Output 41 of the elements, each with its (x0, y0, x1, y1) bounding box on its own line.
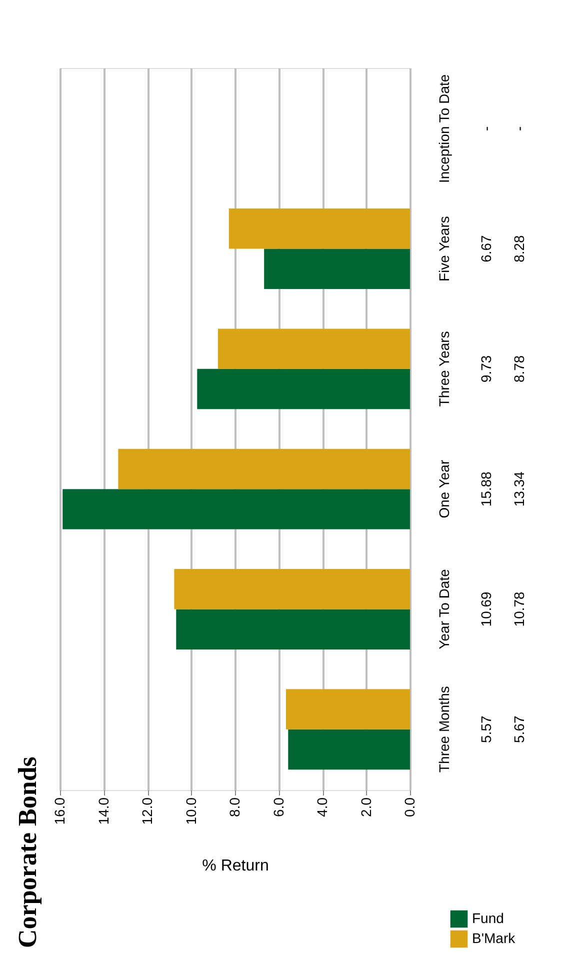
bar (218, 328, 410, 369)
x-tick-label: 2.0 (358, 797, 374, 817)
x-tick-label: 10.0 (182, 797, 199, 825)
data-label: 13.34 (511, 471, 527, 507)
data-label: 8.78 (511, 355, 527, 383)
x-tick-label: 16.0 (52, 797, 68, 825)
bar (264, 248, 410, 290)
x-tick-label: 8.0 (226, 797, 242, 817)
y-tick-label: Three Years (436, 331, 452, 407)
bar (118, 448, 410, 490)
text: Corporate Bonds (13, 756, 42, 948)
legend-label: B'Mark (472, 930, 516, 946)
bar (176, 609, 410, 650)
x-tick-label: 12.0 (139, 797, 155, 825)
text: - (511, 126, 527, 132)
data-label: 6.67 (478, 234, 494, 262)
legend-label: Fund (472, 910, 504, 926)
y-tick-label: Year To Date (436, 568, 452, 650)
bar (174, 568, 410, 610)
x-tick-label: 4.0 (314, 797, 330, 817)
data-label: 10.69 (478, 591, 494, 627)
data-label: 9.73 (478, 355, 494, 383)
data-label: 8.28 (511, 234, 527, 262)
x-tick-label: 6.0 (270, 797, 286, 817)
bar (197, 368, 410, 410)
bar (228, 208, 410, 249)
x-tick-label: 0.0 (402, 797, 418, 817)
data-label: 15.88 (478, 471, 494, 507)
text: - (478, 126, 494, 132)
y-tick-label: Five Years (436, 216, 452, 282)
x-axis-title: % Return (202, 858, 269, 874)
y-tick-label: Inception To Date (436, 74, 452, 184)
data-label: 5.57 (478, 715, 494, 743)
y-tick-label: Three Months (436, 686, 452, 773)
bar (62, 489, 410, 530)
data-label: 5.67 (511, 715, 527, 743)
bar (288, 729, 410, 770)
bar (286, 689, 410, 730)
y-tick-label: One Year (436, 460, 452, 518)
data-label: 10.78 (511, 591, 527, 627)
x-tick-label: 14.0 (95, 797, 112, 825)
